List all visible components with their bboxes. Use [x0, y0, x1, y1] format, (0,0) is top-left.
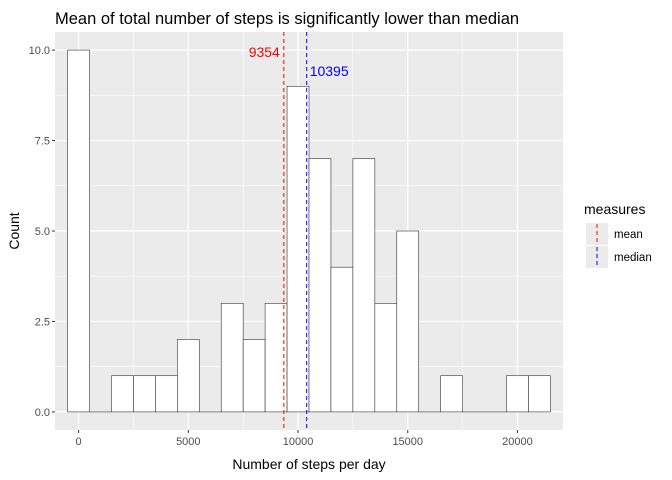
histogram-bar — [440, 375, 463, 413]
y-tick-label: 5.0 — [35, 226, 50, 238]
reference-annotations: 9354 10395 — [249, 44, 349, 79]
histogram-bar — [330, 266, 354, 413]
histogram-bar — [67, 49, 90, 413]
x-tick-label: 5000 — [176, 436, 200, 448]
histogram-bars — [67, 49, 551, 413]
histogram-bar — [308, 158, 332, 413]
histogram-bar — [111, 375, 134, 413]
y-tick-label: 0.0 — [35, 407, 50, 419]
legend-title: measures — [584, 201, 645, 217]
median-value-label: 10395 — [310, 63, 349, 79]
y-axis-title: Count — [6, 212, 22, 249]
x-tick-label: 20000 — [502, 436, 533, 448]
histogram-bar — [133, 375, 156, 413]
x-tick-label: 0 — [76, 436, 82, 448]
histogram-bar — [506, 375, 529, 413]
x-tick-label: 10000 — [283, 436, 314, 448]
histogram-bar — [177, 339, 200, 413]
x-tick-label: 15000 — [392, 436, 423, 448]
y-tick-label: 10.0 — [29, 45, 50, 57]
histogram-bar — [155, 375, 178, 413]
histogram-bar — [528, 375, 551, 413]
legend-label-mean: mean — [614, 229, 643, 241]
reference-lines — [283, 32, 308, 430]
histogram-bar — [396, 230, 420, 413]
histogram-bar — [352, 158, 376, 413]
mean-value-label: 9354 — [249, 44, 280, 60]
x-axis: 0 5000 10000 15000 20000 — [76, 430, 533, 448]
histogram-bar — [374, 303, 398, 413]
histogram-bar — [242, 339, 266, 413]
legend-label-median: median — [614, 252, 652, 264]
y-axis: 0.0 2.5 5.0 7.5 10.0 — [29, 45, 55, 419]
x-axis-title: Number of steps per day — [232, 456, 385, 472]
y-tick-label: 2.5 — [35, 316, 50, 328]
legend: measures mean median — [584, 201, 652, 268]
histogram-bar — [220, 303, 244, 413]
chart-title: Mean of total number of steps is signifi… — [55, 10, 519, 28]
histogram-bar — [286, 85, 310, 413]
y-tick-label: 7.5 — [35, 136, 50, 148]
